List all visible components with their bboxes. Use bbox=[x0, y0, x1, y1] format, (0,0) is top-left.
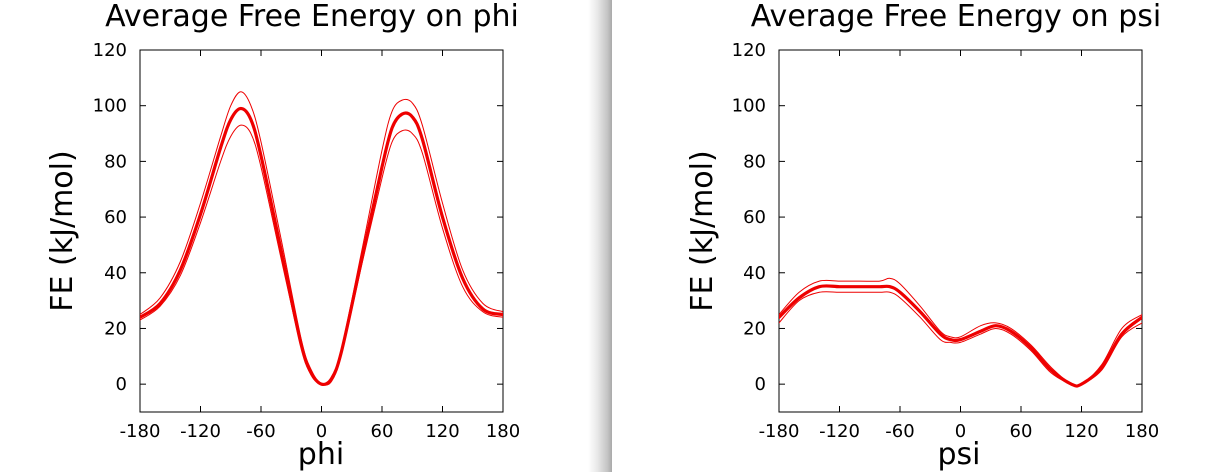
x-axis-label: phi bbox=[298, 437, 344, 472]
x-tick-label: -60 bbox=[246, 421, 275, 442]
y-axis-label: FE (kJ/mol) bbox=[685, 150, 720, 311]
psi-free-energy-chart: Average Free Energy on psi 0 20 40 60 80 100 12… bbox=[685, 0, 1161, 472]
chart-title: Average Free Energy on psi bbox=[751, 0, 1161, 34]
x-tick-label: -180 bbox=[120, 421, 161, 442]
x-tick-label: 0 bbox=[955, 421, 966, 442]
y-tick-label: 0 bbox=[755, 374, 766, 395]
y-tick-label: 0 bbox=[116, 374, 127, 395]
phi-chart-panel: Average Free Energy on phi 0 20 40 60 80 100 12… bbox=[0, 0, 588, 472]
x-tick-label: 120 bbox=[1064, 421, 1098, 442]
x-tick-label: 180 bbox=[486, 421, 520, 442]
phi-free-energy-chart: Average Free Energy on phi 0 20 40 60 80 100 12… bbox=[45, 0, 520, 472]
y-tick-label: 20 bbox=[104, 318, 127, 339]
series-line-upper bbox=[779, 277, 1142, 387]
plot-frame bbox=[778, 49, 1143, 413]
x-tick-label: -180 bbox=[759, 421, 800, 442]
x-tick-label: 120 bbox=[425, 421, 459, 442]
x-tick-label: -60 bbox=[885, 421, 914, 442]
series-group bbox=[779, 277, 1142, 388]
y-tick-label: 80 bbox=[104, 151, 127, 172]
x-axis-label: psi bbox=[937, 437, 980, 472]
y-tick-label: 100 bbox=[732, 96, 766, 117]
y-tick-label: 60 bbox=[743, 207, 766, 228]
y-tick-label: 40 bbox=[104, 263, 127, 284]
y-tick-label: 80 bbox=[743, 151, 766, 172]
x-tick-label: -120 bbox=[819, 421, 860, 442]
series-line-average bbox=[140, 106, 503, 387]
series-group bbox=[140, 91, 503, 387]
x-tick-label: 180 bbox=[1125, 421, 1159, 442]
y-tick-label: 20 bbox=[743, 318, 766, 339]
x-tick-label: 60 bbox=[1010, 421, 1033, 442]
panel-divider bbox=[588, 0, 614, 472]
psi-chart-panel: Average Free Energy on psi 0 20 40 60 80 100 12… bbox=[612, 0, 1220, 472]
y-tick-label: 40 bbox=[743, 263, 766, 284]
chart-title: Average Free Energy on phi bbox=[105, 0, 519, 34]
y-tick-label: 100 bbox=[93, 96, 127, 117]
y-tick-label: 120 bbox=[732, 40, 766, 61]
x-tick-label: -120 bbox=[180, 421, 221, 442]
y-tick-label: 120 bbox=[93, 40, 127, 61]
y-axis-label: FE (kJ/mol) bbox=[45, 150, 80, 311]
x-tick-label: 0 bbox=[316, 421, 327, 442]
series-line-average bbox=[779, 284, 1142, 388]
series-line-lower bbox=[140, 124, 503, 386]
y-tick-label: 60 bbox=[104, 207, 127, 228]
x-tick-label: 60 bbox=[371, 421, 394, 442]
